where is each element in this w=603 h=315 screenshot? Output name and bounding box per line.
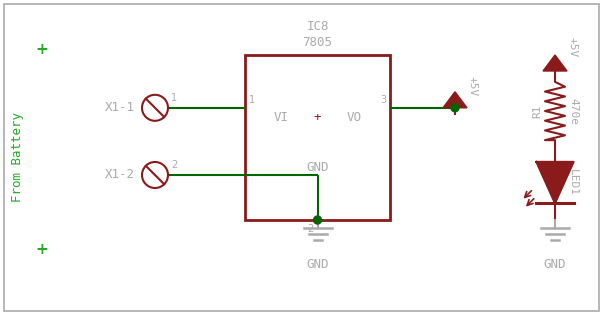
- Text: GND: GND: [306, 161, 329, 174]
- Circle shape: [314, 216, 321, 224]
- Text: X1-1: X1-1: [105, 101, 135, 114]
- Text: +5V: +5V: [568, 37, 578, 57]
- Bar: [245, 55, 390, 220]
- Text: 1: 1: [171, 93, 177, 103]
- Text: +: +: [36, 243, 48, 257]
- Polygon shape: [543, 55, 567, 71]
- Text: 1: 1: [249, 95, 255, 105]
- Text: R1: R1: [532, 104, 542, 118]
- Text: +: +: [36, 43, 48, 58]
- Text: VI: VI: [274, 111, 289, 124]
- Text: GND: GND: [544, 258, 566, 271]
- Polygon shape: [443, 92, 467, 108]
- Text: +5V: +5V: [468, 76, 478, 96]
- Text: 2: 2: [171, 160, 177, 170]
- Text: GND: GND: [306, 258, 329, 271]
- Text: 470e: 470e: [568, 98, 578, 124]
- Text: VO: VO: [346, 111, 361, 124]
- Text: X1-2: X1-2: [105, 169, 135, 181]
- Text: 7805: 7805: [303, 37, 332, 49]
- Text: From Battery: From Battery: [11, 112, 25, 203]
- Text: 2: 2: [308, 224, 314, 234]
- Circle shape: [451, 104, 459, 112]
- Text: IC8: IC8: [306, 20, 329, 33]
- Text: LED1: LED1: [568, 169, 578, 196]
- Polygon shape: [537, 162, 573, 203]
- Text: 3: 3: [380, 95, 386, 105]
- Text: +: +: [314, 111, 321, 124]
